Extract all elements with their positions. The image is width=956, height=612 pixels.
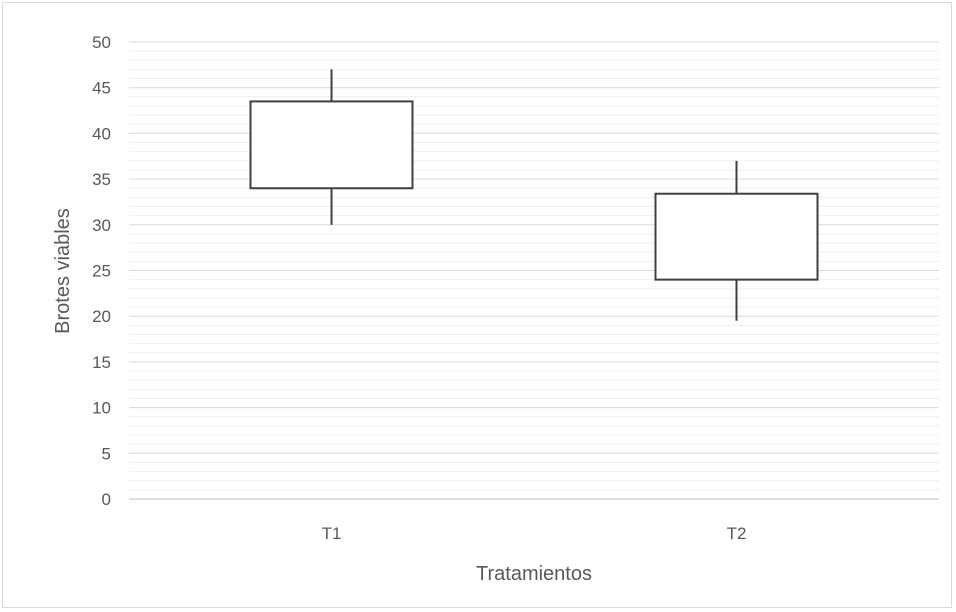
box-series (249, 69, 819, 321)
box-t1 (249, 69, 414, 225)
x-axis-tick-labels: T1 T2 (322, 524, 747, 543)
y-tick-label: 35 (92, 170, 111, 189)
box-plot-chart: 0 5 10 15 20 25 30 35 40 45 50 T1 T2 Brotes viables… (52, 33, 939, 585)
box-t2 (654, 160, 819, 321)
y-axis-tick-labels: 0 5 10 15 20 25 30 35 40 45 50 (92, 33, 111, 509)
box-body (249, 100, 414, 190)
y-tick-label: 20 (92, 307, 111, 326)
y-tick-label: 50 (92, 33, 111, 52)
x-tick-label: T2 (727, 524, 747, 543)
y-tick-label: 25 (92, 262, 111, 281)
y-axis-title: Brotes viables (52, 208, 74, 334)
x-axis-title: Tratamientos (476, 563, 592, 585)
y-tick-label: 30 (92, 216, 111, 235)
y-tick-label: 5 (102, 444, 111, 463)
y-tick-label: 0 (102, 490, 111, 509)
y-tick-label: 10 (92, 399, 111, 418)
y-tick-label: 45 (92, 79, 111, 98)
x-tick-label: T1 (322, 524, 342, 543)
y-tick-label: 40 (92, 124, 111, 143)
y-tick-label: 15 (92, 353, 111, 372)
box-body (654, 192, 819, 281)
